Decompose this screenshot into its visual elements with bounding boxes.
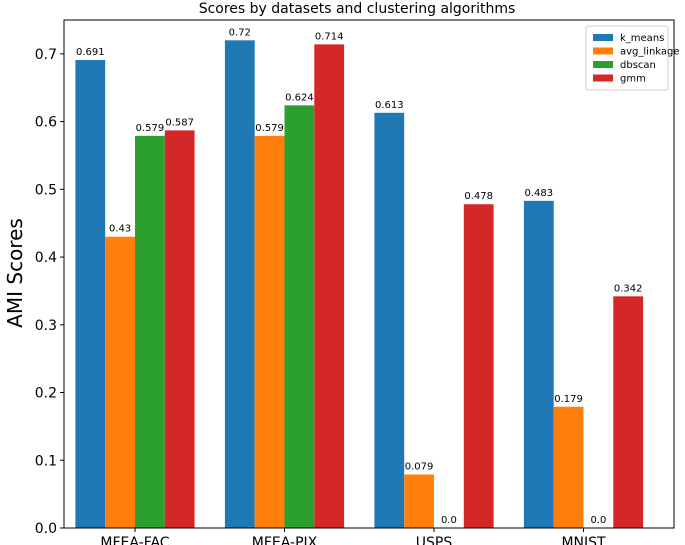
legend-swatch-gmm xyxy=(593,74,613,82)
bar-value-label: 0.714 xyxy=(315,31,344,42)
bar-k_means-mfea-fac xyxy=(75,59,106,528)
y-tick-label: 0.1 xyxy=(35,453,57,469)
bar-value-label: 0.0 xyxy=(441,515,457,526)
x-tick-label: MFEA-PIX xyxy=(252,535,318,545)
bar-dbscan-mfea-pix xyxy=(284,105,315,529)
y-tick-label: 0.5 xyxy=(35,182,57,198)
bar-value-label: 0.613 xyxy=(375,100,404,111)
x-tick-label: USPS xyxy=(416,535,453,545)
bar-k_means-usps xyxy=(374,112,405,528)
bar-avg_linkage-mnist xyxy=(553,406,584,528)
bar-gmm-mfea-fac xyxy=(164,130,195,528)
bar-value-label: 0.483 xyxy=(524,188,553,199)
bar-gmm-mnist xyxy=(613,296,644,528)
bar-value-label: 0.72 xyxy=(229,27,251,38)
bar-value-label: 0.478 xyxy=(464,191,493,202)
bar-avg_linkage-mfea-fac xyxy=(105,236,135,528)
bar-avg_linkage-usps xyxy=(404,474,434,528)
bar-gmm-mfea-pix xyxy=(314,44,345,528)
bar-k_means-mfea-pix xyxy=(224,40,255,528)
y-tick-label: 0.0 xyxy=(35,521,57,537)
y-tick-label: 0.6 xyxy=(35,115,57,131)
bar-value-label: 0.624 xyxy=(285,92,314,103)
bar-value-label: 0.579 xyxy=(136,123,165,134)
bar-value-label: 0.691 xyxy=(76,47,105,58)
chart-title: Scores by datasets and clustering algori… xyxy=(199,1,516,17)
bar-value-label: 0.579 xyxy=(255,123,284,134)
y-tick-label: 0.3 xyxy=(35,318,57,334)
plot-frame xyxy=(63,19,675,529)
x-tick-label: MFEA-FAC xyxy=(100,535,169,545)
legend-label-k_means: k_means xyxy=(620,33,664,44)
bar-value-label: 0.0 xyxy=(590,515,606,526)
bar-value-label: 0.43 xyxy=(109,224,131,235)
bar-value-label: 0.079 xyxy=(405,461,434,472)
y-axis-label: AMI Scores xyxy=(3,218,27,328)
legend-label-dbscan: dbscan xyxy=(620,60,656,71)
bar-value-label: 0.179 xyxy=(554,394,583,405)
bar-k_means-mnist xyxy=(523,200,554,528)
legend-swatch-k_means xyxy=(593,34,613,41)
y-tick-label: 0.4 xyxy=(35,250,57,266)
y-tick-label: 0.7 xyxy=(35,47,57,63)
y-tick-label: 0.2 xyxy=(35,386,57,402)
bar-gmm-usps xyxy=(463,204,494,528)
bar-value-label: 0.587 xyxy=(165,117,194,128)
bar-value-label: 0.342 xyxy=(614,283,643,294)
legend-label-avg_linkage: avg_linkage xyxy=(620,47,680,58)
bar-dbscan-mfea-fac xyxy=(135,135,165,528)
bar-avg_linkage-mfea-pix xyxy=(254,135,285,528)
legend-swatch-dbscan xyxy=(593,61,613,68)
legend-label-gmm: gmm xyxy=(620,74,646,85)
legend-box xyxy=(585,25,669,91)
x-tick-label: MNIST xyxy=(561,535,606,545)
legend-swatch-avg_linkage xyxy=(593,47,613,55)
